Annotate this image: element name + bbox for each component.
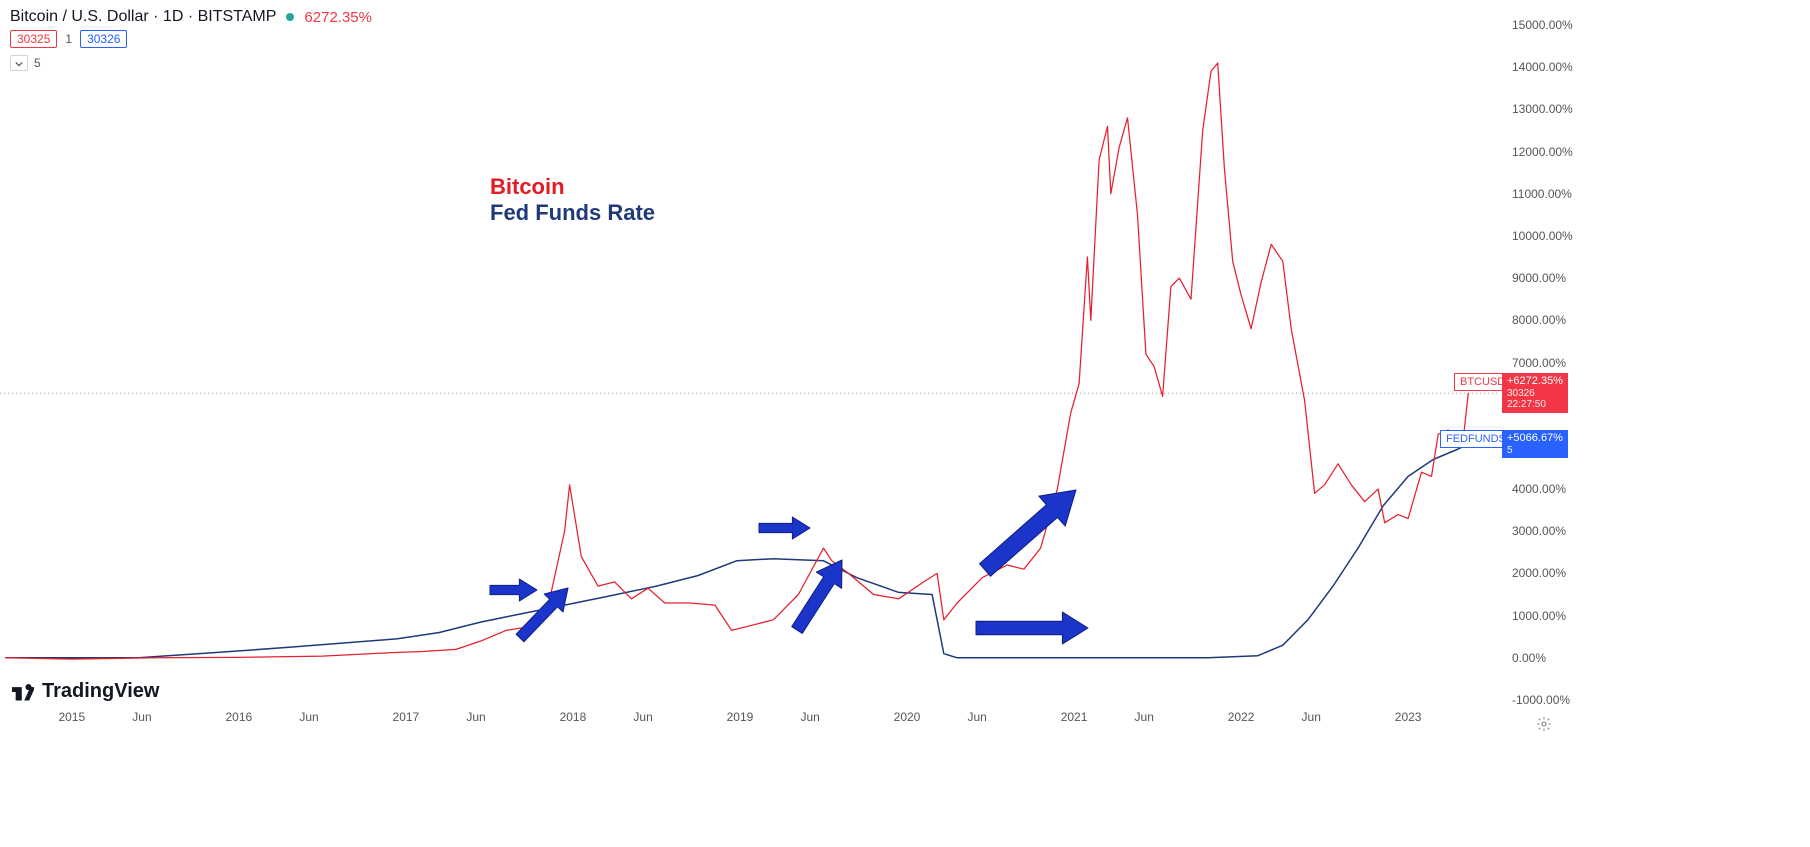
x-tick-label: 2023 xyxy=(1395,710,1422,724)
btc-tag-value: 30326 xyxy=(1507,388,1563,400)
y-tick-label: 12000.00% xyxy=(1512,145,1573,159)
btc-price-tag[interactable]: +6272.35% 30326 22:27:50 xyxy=(1502,373,1568,413)
y-tick-label: 11000.00% xyxy=(1512,187,1572,201)
x-tick-label: 2020 xyxy=(894,710,921,724)
fed-tag-pct: +5066.67% xyxy=(1507,432,1563,444)
x-tick-label: 2019 xyxy=(727,710,754,724)
y-tick-label: 1000.00% xyxy=(1512,609,1566,623)
x-tick-label: Jun xyxy=(633,710,652,724)
x-tick-label: Jun xyxy=(1135,710,1154,724)
y-tick-label: 15000.00% xyxy=(1512,18,1573,32)
y-tick-label: 9000.00% xyxy=(1512,271,1566,285)
btc-tag-pct: +6272.35% xyxy=(1507,375,1563,387)
x-tick-label: 2018 xyxy=(560,710,587,724)
tradingview-watermark[interactable]: TradingView xyxy=(12,680,159,703)
x-tick-label: Jun xyxy=(132,710,151,724)
chart-root: Bitcoin / U.S. Dollar · 1D · BITSTAMP 62… xyxy=(0,0,1810,847)
x-tick-label: Jun xyxy=(466,710,485,724)
fed-tag-value: 5 xyxy=(1507,445,1563,457)
x-tick-label: 2017 xyxy=(393,710,420,724)
y-tick-label: 7000.00% xyxy=(1512,356,1566,370)
y-tick-label: -1000.00% xyxy=(1512,693,1570,707)
x-tick-label: 2016 xyxy=(225,710,252,724)
tradingview-logo-icon xyxy=(12,681,34,703)
x-tick-label: Jun xyxy=(800,710,819,724)
x-tick-label: Jun xyxy=(967,710,986,724)
x-tick-label: Jun xyxy=(299,710,318,724)
btc-tag-time: 22:27:50 xyxy=(1507,399,1563,411)
y-tick-label: 2000.00% xyxy=(1512,566,1566,580)
fed-price-tag[interactable]: +5066.67% 5 xyxy=(1502,430,1568,458)
y-tick-label: 14000.00% xyxy=(1512,60,1573,74)
y-tick-label: 3000.00% xyxy=(1512,524,1566,538)
y-tick-label: 0.00% xyxy=(1512,651,1546,665)
y-tick-label: 13000.00% xyxy=(1512,102,1573,116)
x-tick-label: 2022 xyxy=(1228,710,1255,724)
y-tick-label: 4000.00% xyxy=(1512,482,1566,496)
x-tick-label: 2021 xyxy=(1061,710,1088,724)
gear-icon[interactable] xyxy=(1536,716,1552,737)
y-tick-label: 10000.00% xyxy=(1512,229,1573,243)
y-tick-label: 8000.00% xyxy=(1512,313,1566,327)
x-tick-label: Jun xyxy=(1302,710,1321,724)
watermark-text: TradingView xyxy=(42,680,159,703)
x-tick-label: 2015 xyxy=(58,710,85,724)
